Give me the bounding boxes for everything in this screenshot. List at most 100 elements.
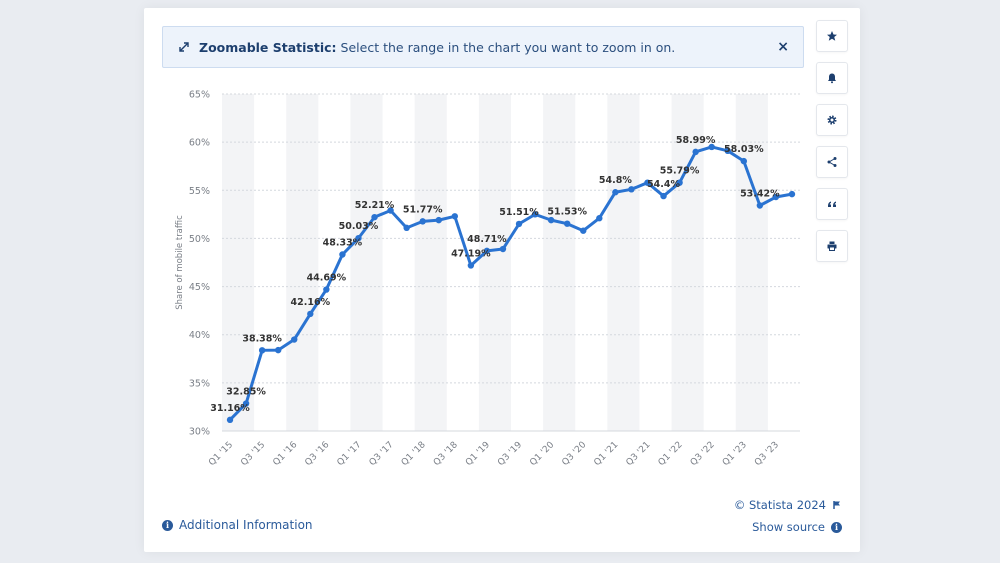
data-point bbox=[740, 157, 748, 165]
data-point bbox=[676, 179, 683, 186]
data-label: 58.99% bbox=[676, 135, 716, 146]
column-band bbox=[222, 94, 255, 431]
show-source-label: Show source bbox=[752, 520, 825, 534]
data-point bbox=[756, 202, 764, 209]
y-tick-label: 45% bbox=[189, 282, 210, 293]
zoom-banner: Zoomable Statistic: Select the range in … bbox=[162, 26, 804, 68]
print-button[interactable] bbox=[816, 230, 848, 262]
star-button[interactable] bbox=[816, 20, 848, 52]
x-tick-label: Q1 '20 bbox=[528, 440, 556, 468]
data-point bbox=[515, 220, 523, 228]
data-point bbox=[772, 193, 780, 201]
settings-button[interactable] bbox=[816, 104, 848, 136]
column-band bbox=[607, 94, 640, 431]
data-label: 58.03% bbox=[724, 144, 764, 155]
data-label: 47.19% bbox=[451, 248, 491, 259]
data-point bbox=[451, 213, 459, 220]
copyright[interactable]: © Statista 2024 bbox=[734, 498, 842, 512]
x-tick-label: Q1 '15 bbox=[207, 440, 235, 468]
column-band bbox=[414, 94, 447, 431]
data-point bbox=[226, 416, 234, 424]
y-tick-label: 60% bbox=[189, 138, 210, 149]
data-label: 31.16% bbox=[210, 403, 250, 414]
statistic-card: Zoomable Statistic: Select the range in … bbox=[144, 8, 860, 552]
x-tick-label: Q3 '21 bbox=[625, 440, 653, 468]
x-tick-label: Q1 '23 bbox=[721, 440, 749, 468]
data-label: 48.71% bbox=[467, 234, 507, 245]
y-tick-label: 55% bbox=[189, 186, 210, 197]
notification-button[interactable] bbox=[816, 62, 848, 94]
additional-information-link[interactable]: i Additional Information bbox=[162, 518, 313, 532]
data-point bbox=[531, 211, 539, 218]
y-tick-label: 50% bbox=[189, 234, 210, 245]
y-tick-label: 40% bbox=[189, 330, 210, 341]
data-point bbox=[274, 346, 282, 354]
x-tick-label: Q3 '19 bbox=[496, 440, 524, 468]
data-point bbox=[467, 262, 475, 269]
data-label: 48.33% bbox=[323, 238, 363, 249]
data-point bbox=[563, 220, 571, 227]
data-point bbox=[612, 189, 619, 196]
x-tick-label: Q3 '23 bbox=[753, 440, 781, 468]
y-tick-label: 30% bbox=[189, 427, 210, 438]
data-point bbox=[242, 400, 250, 407]
data-point bbox=[371, 213, 378, 221]
star-icon bbox=[827, 31, 837, 41]
data-label: 51.53% bbox=[547, 207, 587, 218]
x-tick-label: Q3 '15 bbox=[239, 440, 267, 468]
copyright-label: © Statista 2024 bbox=[733, 498, 826, 512]
data-point bbox=[419, 218, 426, 225]
data-point bbox=[547, 216, 555, 224]
y-axis-label: Share of mobile traffic bbox=[175, 215, 185, 310]
data-label: 51.51% bbox=[499, 207, 539, 218]
data-point bbox=[724, 147, 731, 155]
show-source-link[interactable]: Show source i bbox=[752, 520, 842, 534]
cite-button[interactable] bbox=[816, 188, 848, 220]
data-point bbox=[788, 190, 796, 198]
x-tick-label: Q3 '18 bbox=[432, 440, 460, 468]
close-icon[interactable]: × bbox=[777, 39, 789, 55]
x-tick-label: Q3 '16 bbox=[303, 440, 331, 468]
data-point bbox=[596, 215, 603, 222]
info-icon: i bbox=[831, 521, 842, 533]
data-label: 38.38% bbox=[242, 333, 282, 344]
data-point bbox=[258, 347, 266, 354]
data-point bbox=[660, 192, 667, 200]
gear-icon bbox=[827, 115, 837, 125]
data-point bbox=[323, 286, 330, 293]
data-label: 52.21% bbox=[355, 200, 395, 211]
chart-area[interactable]: 30% 35% 40% 45% 50% 55% 60% 65% Share of mobile … bbox=[144, 8, 860, 502]
data-point bbox=[708, 143, 715, 151]
x-tick-label: Q1 '21 bbox=[592, 440, 620, 468]
y-tick-label: 65% bbox=[189, 90, 210, 101]
data-point bbox=[291, 336, 298, 343]
data-point bbox=[580, 227, 587, 234]
data-label: 51.77% bbox=[403, 204, 443, 215]
data-point bbox=[307, 310, 314, 318]
additional-information-label: Additional Information bbox=[179, 518, 313, 532]
data-label: 32.85% bbox=[226, 387, 266, 398]
flag-icon bbox=[833, 501, 840, 509]
expand-icon bbox=[177, 40, 191, 54]
data-label: 54.8% bbox=[599, 175, 632, 186]
x-tick-label: Q1 '18 bbox=[400, 440, 428, 468]
banner-text: Select the range in the chart you want t… bbox=[340, 39, 676, 55]
share-button[interactable] bbox=[816, 146, 848, 178]
data-label: 54.4% bbox=[647, 179, 680, 190]
data-point bbox=[692, 148, 699, 156]
data-point bbox=[483, 247, 491, 255]
y-tick-label: 35% bbox=[189, 378, 210, 389]
x-tick-label: Q3 '22 bbox=[689, 440, 717, 468]
column-band bbox=[735, 94, 768, 431]
banner-title: Zoomable Statistic: bbox=[199, 39, 337, 55]
data-label: 53.42% bbox=[740, 188, 780, 199]
x-tick-label: Q3 '20 bbox=[560, 440, 588, 468]
data-point bbox=[355, 234, 362, 242]
data-label: 55.79% bbox=[660, 166, 700, 177]
data-label: 42.16% bbox=[291, 297, 331, 308]
line-chart[interactable]: 30% 35% 40% 45% 50% 55% 60% 65% Share of mobile … bbox=[144, 8, 860, 498]
print-icon bbox=[827, 241, 837, 251]
x-tick-label: Q1 '19 bbox=[464, 440, 492, 468]
column-band bbox=[350, 94, 383, 431]
x-tick-label: Q1 '22 bbox=[657, 440, 685, 468]
